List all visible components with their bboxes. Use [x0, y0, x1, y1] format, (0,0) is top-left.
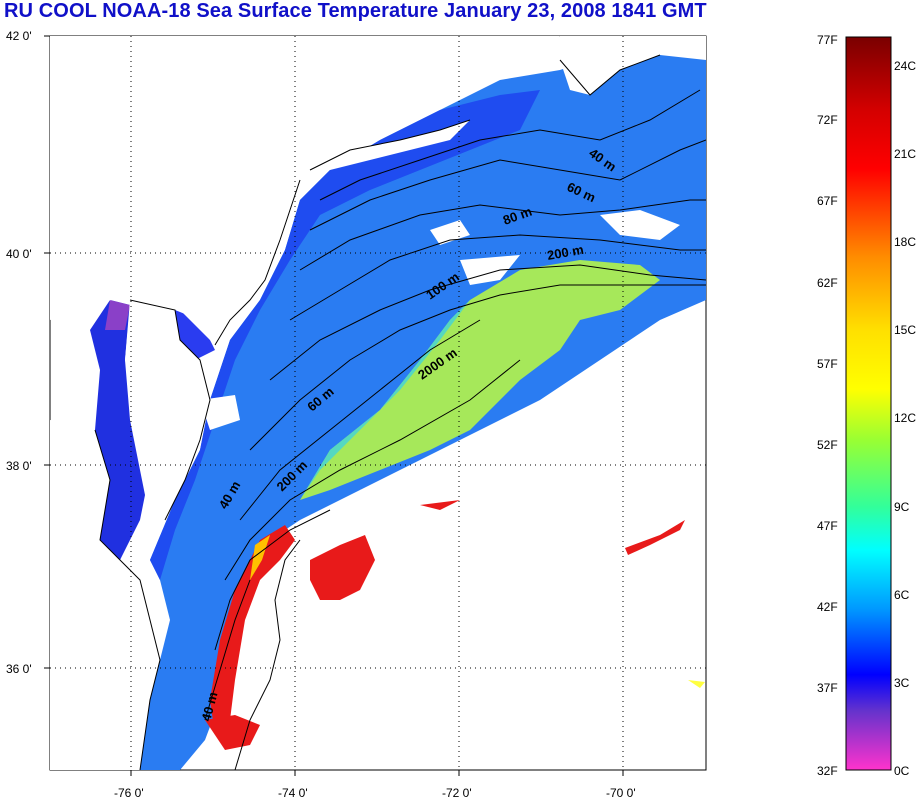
chesapeake-bay-water	[90, 300, 150, 560]
colorbar-f-label: 42F	[817, 600, 838, 614]
coastline	[94, 54, 661, 770]
colorbar-c-label: 12C	[894, 411, 916, 425]
warm-patch-far-east	[420, 500, 460, 510]
gulf-stream-warm-core	[210, 525, 295, 735]
lon-label: -76 0'	[114, 786, 144, 800]
yellow-patch-far-east	[688, 680, 705, 688]
colorbar-f-label: 37F	[817, 681, 838, 695]
lon-label: -74 0'	[278, 786, 308, 800]
colorbar-c-label: 0C	[894, 764, 910, 778]
map-title: RU COOL NOAA-18 Sea Surface Temperature …	[4, 0, 707, 22]
gulf-stream-south-patch	[205, 715, 260, 750]
axis-ticks	[44, 35, 624, 776]
lon-label: -72 0'	[442, 786, 472, 800]
colorbar-c-label: 6C	[894, 588, 910, 602]
gulf-stream-edge	[250, 535, 270, 580]
colorbar-f-label: 47F	[817, 519, 838, 533]
colorbar-c-label: 18C	[894, 235, 916, 249]
colorbar-f-label: 67F	[817, 194, 838, 208]
land-cape-cod	[560, 36, 706, 95]
colorbar-c-labels: 24C 21C 18C 15C 12C 9C 6C 3C 0C	[894, 59, 916, 778]
gulf-stream-east-filament	[625, 520, 685, 555]
delaware-bay-water	[175, 310, 215, 360]
cloud-patch	[200, 395, 240, 430]
slope-water-transition	[300, 300, 470, 500]
colorbar-c-label: 9C	[894, 500, 910, 514]
cloud-patch	[600, 210, 680, 240]
cloud-patch	[430, 220, 470, 245]
colorbar-f-label: 52F	[817, 438, 838, 452]
lon-label: -70 0'	[606, 786, 636, 800]
colorbar-f-label: 62F	[817, 276, 838, 290]
colorbar-c-label: 15C	[894, 323, 916, 337]
cloud-patch	[360, 480, 420, 505]
slope-water-region	[300, 260, 660, 500]
colorbar-f-label: 32F	[817, 764, 838, 778]
land-delmarva	[125, 300, 210, 520]
colorbar	[845, 36, 892, 771]
colorbar-c-label: 3C	[894, 676, 910, 690]
lat-label: 42 0'	[6, 29, 32, 43]
land-new-york-nj	[50, 36, 560, 345]
gulf-stream-eddy	[310, 535, 375, 600]
lat-label: 36 0'	[6, 662, 32, 676]
contour-label: 200 m	[546, 242, 585, 263]
lat-label: 40 0'	[6, 247, 32, 261]
bay-head-water	[105, 300, 130, 330]
colorbar-c-label: 21C	[894, 147, 916, 161]
bathymetry-contours	[204, 89, 706, 770]
land-virginia-nc	[50, 420, 160, 770]
colorbar-f-label: 72F	[817, 113, 838, 127]
lat-label: 38 0'	[6, 459, 32, 473]
colorbar-c-label: 24C	[894, 59, 916, 73]
colorbar-f-label: 77F	[817, 33, 838, 47]
colorbar-f-labels: 77F 72F 67F 62F 57F 52F 47F 42F 37F 32F	[817, 33, 838, 778]
contour-label: 40 m	[198, 690, 220, 723]
colorbar-f-label: 57F	[817, 357, 838, 371]
